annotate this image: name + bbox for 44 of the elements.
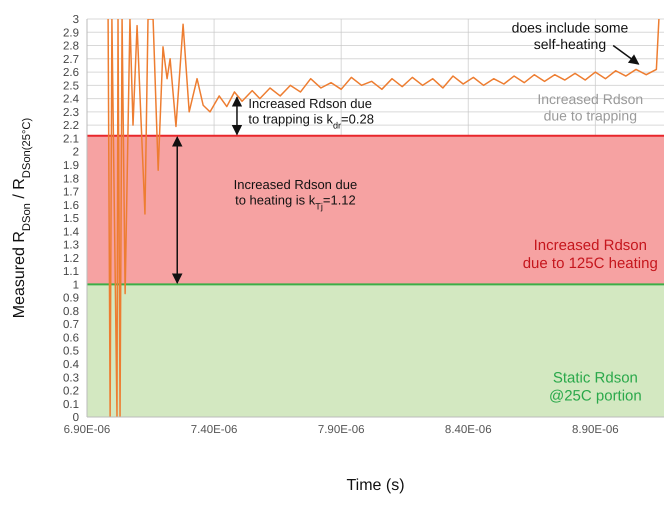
y-tick-label: 0.1 (63, 398, 79, 411)
x-tick-label: 8.40E-06 (444, 424, 492, 436)
band-label: Static Rdson @25C portion (548, 370, 642, 405)
y-tick-label: 1.9 (63, 160, 79, 172)
y-tick-label: 2.7 (63, 54, 79, 66)
y-tick-label: 2.8 (63, 40, 79, 53)
y-tick-label: 1.5 (63, 213, 79, 226)
y-tick-label: 2.6 (63, 67, 79, 80)
annotation: Increased Rdson due to trapping is k$_{dr}$=0.28 (248, 96, 374, 130)
x-axis-title: Time (s) (346, 477, 405, 494)
y-tick-label: 0.3 (63, 372, 79, 384)
y-tick-label: 0.6 (63, 332, 79, 344)
band-label: Increased Rdson due to 125C heating (522, 236, 658, 272)
x-tick-label: 8.90E-06 (572, 424, 619, 436)
x-tick-label: 6.90E-06 (64, 424, 110, 436)
y-tick-label: 2.2 (63, 120, 79, 132)
line-series (107, 19, 660, 417)
y-tick-label: 1.3 (63, 240, 79, 252)
y-tick-label: 0.4 (63, 359, 80, 372)
y-tick-label: 2.9 (63, 27, 79, 40)
x-tick-label: 7.90E-06 (318, 424, 365, 436)
annotation: Increased Rdson due to heating is k$_{Tj}$=1.12 (234, 176, 358, 212)
y-tick-label: 3 (72, 14, 79, 26)
annotation: Increased Rdson due to trapping (537, 90, 644, 124)
y-tick-label: 0.5 (63, 346, 79, 358)
y-tick-label: 2.1 (63, 133, 79, 146)
y-tick-label: 1.7 (63, 186, 79, 199)
y-tick-label: 1.1 (63, 266, 79, 278)
y-tick-label: 1.4 (63, 226, 80, 238)
y-tick-label: 1.8 (63, 173, 79, 186)
y-tick-label: 1 (72, 279, 79, 292)
y-tick-label: 0.8 (63, 306, 79, 318)
y-tick-label: 1.6 (63, 200, 79, 212)
y-tick-label: 0.2 (63, 386, 79, 398)
y-tick-label: 2.5 (63, 80, 79, 92)
y-tick-label: 0.7 (63, 319, 79, 332)
y-tick-label: 2 (72, 146, 79, 159)
y-tick-label: 0.9 (63, 292, 79, 305)
x-tick-label: 7.40E-06 (190, 424, 238, 436)
y-tick-label: 0 (72, 412, 79, 424)
y-tick-label: 2.4 (63, 94, 80, 106)
annotation: does include some self-heating (512, 19, 629, 52)
y-tick-label: 2.3 (63, 106, 79, 119)
y-tick-label: 1.2 (63, 252, 79, 265)
